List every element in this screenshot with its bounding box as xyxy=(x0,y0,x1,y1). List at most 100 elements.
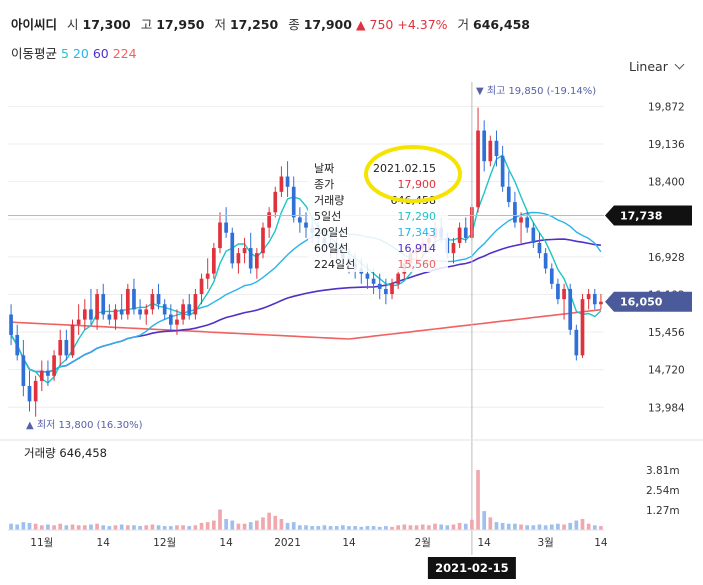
candle-body xyxy=(377,283,382,289)
x-tick-label: 11월 xyxy=(30,537,53,549)
moving-average-legend[interactable]: 이동평균 5 20 60 224 xyxy=(11,43,137,62)
candle-body xyxy=(9,314,13,335)
tooltip-label: 거래량 xyxy=(314,194,344,207)
volume-bar xyxy=(476,470,480,530)
candle-body xyxy=(193,294,198,315)
candle-body xyxy=(119,309,124,315)
volume-bar xyxy=(513,523,517,530)
tooltip-box xyxy=(308,154,448,272)
candle-body xyxy=(488,140,493,162)
volume-bar xyxy=(248,522,253,530)
volume-bar xyxy=(113,525,118,530)
volume-bar xyxy=(95,523,99,530)
highlight-circle xyxy=(364,145,462,203)
volume-bar xyxy=(500,522,505,530)
candle-body xyxy=(52,355,56,376)
close-value: 17,900 xyxy=(303,17,352,32)
volume-bar xyxy=(310,526,314,530)
volume-value: 646,458 xyxy=(473,17,530,32)
candle-body xyxy=(525,217,530,228)
volume-bar xyxy=(592,525,597,530)
candle-body xyxy=(230,232,235,264)
candle-body xyxy=(33,380,38,402)
candle-body xyxy=(463,227,468,238)
volume-bar xyxy=(230,520,235,530)
candle-body xyxy=(205,273,210,279)
candle-body xyxy=(500,156,505,187)
volume-bar xyxy=(384,526,388,530)
volume-bar xyxy=(298,525,302,530)
volume-bar xyxy=(162,526,167,530)
volume-bar xyxy=(21,522,26,530)
candle-body xyxy=(298,217,302,223)
candle-body xyxy=(513,202,517,223)
candle-body xyxy=(248,248,253,269)
volume-bar xyxy=(353,526,357,530)
volume-bar xyxy=(586,523,591,530)
y-tick-label: 15,456 xyxy=(648,327,685,339)
y-tick-label: 19,136 xyxy=(648,139,685,151)
volume-bar xyxy=(144,525,149,530)
change-value: ▲ 750 +4.37% xyxy=(355,17,448,32)
candle-body xyxy=(76,319,81,325)
x-tick-label: 14 xyxy=(342,537,356,549)
volume-bar xyxy=(445,525,450,530)
tooltip-value: 16,914 xyxy=(398,242,437,255)
volume-bar xyxy=(236,523,241,530)
scale-selector[interactable]: Linear xyxy=(629,59,685,74)
volume-bar xyxy=(175,525,179,530)
volume-bar xyxy=(488,517,493,530)
volume-bar xyxy=(328,526,333,530)
stock-name: 아이씨디 xyxy=(11,17,58,32)
volume-bar xyxy=(107,526,112,530)
volume-bar xyxy=(439,524,444,530)
candle-body xyxy=(242,248,247,254)
volume-panel-label: 거래량 646,458 xyxy=(24,446,107,460)
low-marker: ▲ 최저 13,800 (16.30%) xyxy=(26,419,143,431)
candle-body xyxy=(476,130,480,208)
volume-bar xyxy=(205,522,210,530)
candle-body xyxy=(82,309,87,320)
candle-body xyxy=(537,242,542,254)
candle-body xyxy=(58,340,63,356)
candle-body xyxy=(531,227,536,243)
volume-bar xyxy=(574,520,579,530)
volume-bar xyxy=(390,526,394,530)
candle-body xyxy=(211,248,216,274)
crosshair-price-tag xyxy=(605,205,692,226)
volume-bar xyxy=(261,517,265,530)
x-tick-label: 2021 xyxy=(274,537,301,549)
volume-bar xyxy=(224,518,228,530)
price-header: 아이씨디 시 17,300 고 17,950 저 17,250 종 17,900… xyxy=(11,14,530,33)
low-label: 저 xyxy=(214,17,226,32)
volume-bar xyxy=(101,525,106,530)
tooltip-label: 종가 xyxy=(314,178,334,191)
candle-body xyxy=(101,294,106,315)
candle-body xyxy=(156,294,161,305)
candle-body xyxy=(592,294,597,305)
volume-bar xyxy=(82,525,87,530)
open-label: 시 xyxy=(67,17,79,32)
candle-body xyxy=(384,288,388,295)
volume-bar xyxy=(525,525,530,530)
volume-bar xyxy=(506,523,511,530)
candle-body xyxy=(236,253,241,264)
candle-body xyxy=(562,288,566,300)
ma224-line xyxy=(11,308,601,340)
tooltip-value: 2021.02.15 xyxy=(373,162,436,175)
volume-bar xyxy=(396,525,401,530)
volume-bar xyxy=(341,525,345,530)
candle-body xyxy=(107,314,112,320)
volume-bar xyxy=(291,522,296,530)
volume-bar xyxy=(39,525,44,530)
high-value: 17,950 xyxy=(156,17,205,32)
volume-bar xyxy=(420,524,425,530)
volume-bar xyxy=(304,525,308,530)
volume-tick-label: 2.54m xyxy=(646,485,680,497)
volume-bar xyxy=(414,525,419,530)
candle-body xyxy=(580,299,585,356)
volume-bar xyxy=(193,525,198,530)
candle-body xyxy=(15,334,20,356)
x-tick-label: 2월 xyxy=(415,537,431,549)
